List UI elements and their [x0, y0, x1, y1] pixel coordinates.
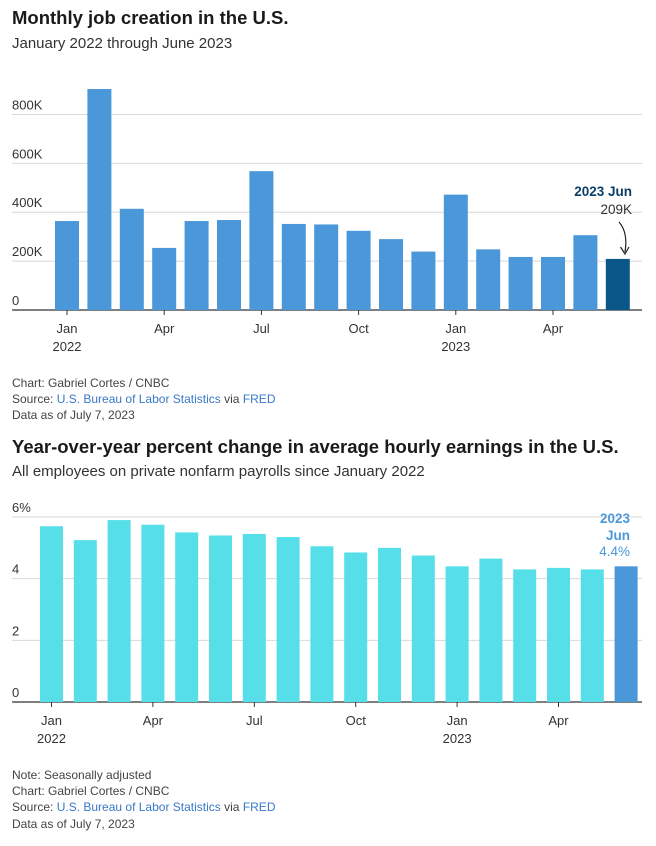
chart2-xtick-label: Apr: [143, 713, 164, 728]
chart2-ytick-label: 4: [12, 562, 19, 577]
chart1-bar: [508, 256, 533, 310]
chart1-xtick-label: Jul: [253, 321, 270, 336]
chart1-footer: Chart: Gabriel Cortes / CNBC Source: U.S…: [12, 375, 275, 424]
chart1-source-bls-link[interactable]: U.S. Bureau of Labor Statistics: [56, 392, 221, 407]
chart1-ytick-label: 0: [12, 293, 19, 308]
chart2-source-prefix: Source:: [12, 800, 57, 815]
chart2-xtick-label: Jan: [41, 713, 62, 728]
chart2-source-via: via: [220, 800, 243, 815]
chart2-subtitle: All employees on private nonfarm payroll…: [12, 463, 425, 480]
chart2-ytick-label: 2: [12, 623, 19, 638]
chart1-xtick-year-label: 2022: [53, 339, 82, 354]
chart2-bar: [242, 533, 266, 702]
chart1-bar: [443, 194, 468, 310]
chart2-bar: [276, 537, 300, 702]
chart2-xtick-year-label: 2023: [443, 731, 472, 746]
chart1-data-as-of: Data as of July 7, 2023: [12, 408, 135, 423]
chart1-annotation-arrow: [618, 221, 627, 253]
chart2-source: Source: U.S. Bureau of Labor Statistics …: [12, 799, 275, 815]
chart1-xtick-label: Jan: [445, 321, 466, 336]
chart1-annotation-arrowhead: [619, 246, 630, 256]
chart2-xtick-year-label: 2022: [37, 731, 66, 746]
chart1-title: Monthly job creation in the U.S.: [12, 7, 289, 28]
chart1-xtick-label: Jan: [57, 321, 78, 336]
chart2-bar: [547, 567, 570, 702]
chart1-bar: [281, 223, 306, 310]
chart1-bar: [119, 208, 144, 310]
chart1-xtick-label: Oct: [348, 321, 369, 336]
chart2-source-fred-link[interactable]: FRED: [242, 800, 276, 815]
chart2-annotation-value: 4.4%: [599, 544, 630, 559]
chart2-footer: Note: Seasonally adjusted Chart: Gabriel…: [12, 767, 275, 832]
chart2-bar: [344, 552, 368, 702]
chart1-subtitle: January 2022 through June 2023: [12, 35, 233, 52]
chart1-source-prefix: Source:: [12, 392, 57, 407]
chart2-ytick-label: 6%: [12, 500, 31, 515]
chart1-bar: [346, 230, 371, 310]
chart1-ytick-label: 800K: [12, 97, 43, 112]
chart2-bar: [107, 520, 131, 702]
chart1-annotation-label: 2023 Jun: [574, 184, 632, 199]
chart1-bar: [314, 224, 339, 310]
chart2-bar: [580, 569, 604, 702]
chart2-xtick-label: Oct: [346, 713, 367, 728]
chart2-ytick-label: 0: [12, 685, 19, 700]
chart2-annotation-month: Jun: [606, 528, 630, 543]
chart1-bar: [249, 171, 274, 310]
chart2-bar: [614, 566, 638, 702]
chart1-source-fred-link[interactable]: FRED: [242, 392, 276, 407]
chart2-xtick-label: Jul: [246, 713, 263, 728]
chart1-xtick-label: Apr: [543, 321, 564, 336]
chart2-bar: [411, 555, 435, 702]
chart1-credit: Chart: Gabriel Cortes / CNBC: [12, 376, 170, 390]
chart1-xtick-year-label: 2023: [441, 339, 470, 354]
chart2-note: Note: Seasonally adjusted: [12, 768, 152, 782]
chart1-bar: [184, 221, 209, 310]
chart2-bar: [141, 524, 165, 702]
chart2-annotation-year: 2023: [600, 511, 631, 526]
chart2-bar: [209, 535, 232, 702]
chart1-ytick-label: 200K: [12, 244, 43, 259]
chart2-bar: [40, 526, 63, 702]
chart2-bar: [378, 547, 401, 702]
chart2-xtick-label: Jan: [447, 713, 468, 728]
chart2-bar: [445, 566, 469, 702]
chart1-bar: [476, 249, 501, 310]
chart2-bar: [73, 540, 97, 702]
chart1-bar: [152, 247, 177, 310]
chart2-title: Year-over-year percent change in average…: [12, 436, 619, 457]
chart1-bar: [411, 251, 436, 310]
chart1-ytick-label: 400K: [12, 195, 43, 210]
chart2-source-bls-link[interactable]: U.S. Bureau of Labor Statistics: [56, 800, 221, 815]
chart1-bar: [87, 89, 112, 311]
chart2-bar: [175, 532, 199, 702]
chart1-bar: [379, 239, 403, 310]
chart1-annotation-value: 209K: [600, 202, 632, 217]
chart2-xtick-label: Apr: [548, 713, 569, 728]
chart1-bar: [55, 221, 79, 310]
chart1-bar: [217, 220, 241, 310]
chart1-bar: [573, 235, 598, 310]
chart2-data-as-of: Data as of July 7, 2023: [12, 816, 135, 831]
chart2-bar: [479, 558, 503, 702]
chart2-bar: [310, 546, 334, 702]
chart2-bar: [513, 569, 537, 702]
chart2-credit: Chart: Gabriel Cortes / CNBC: [12, 784, 170, 799]
chart1-source: Source: U.S. Bureau of Labor Statistics …: [12, 391, 275, 407]
chart1-plot: 0 200K 400K 600K 800K Jan 2022 Apr Jul Oct Jan 2023…: [12, 89, 642, 354]
chart1-bar: [541, 256, 565, 310]
chart2-plot: 0 2 4 6% Jan 2022 Apr Jul Oct Jan 2023 Apr 2023 Jun4.…: [12, 500, 642, 746]
chart1-source-via: via: [220, 392, 243, 407]
chart1-bar: [605, 258, 630, 310]
chart1-xtick-label: Apr: [154, 321, 175, 336]
chart1-ytick-label: 600K: [12, 146, 43, 161]
